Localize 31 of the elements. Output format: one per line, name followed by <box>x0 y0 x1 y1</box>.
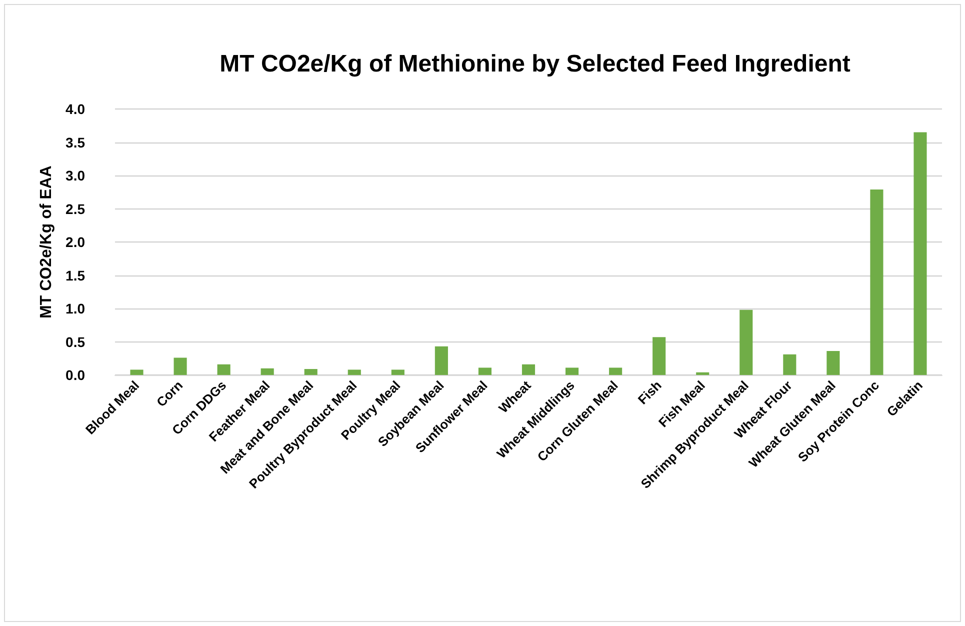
bar <box>696 372 710 375</box>
y-axis-title: MT CO2e/Kg of EAA <box>38 165 56 318</box>
bar <box>870 189 884 375</box>
bar <box>652 337 666 375</box>
y-tick-label: 2.5 <box>66 200 86 217</box>
x-tick-label: Fish <box>634 378 664 408</box>
bar <box>478 368 492 375</box>
bar <box>174 358 187 375</box>
y-tick-label: 2.0 <box>66 234 86 250</box>
bar <box>565 368 579 375</box>
bar <box>391 370 404 375</box>
bar <box>609 368 622 375</box>
bar <box>826 351 840 375</box>
bar <box>914 132 927 375</box>
y-tick-label: 3.0 <box>66 168 86 184</box>
bar <box>740 310 753 375</box>
y-tick-label: 4.0 <box>66 101 86 117</box>
bar <box>348 370 361 375</box>
y-tick-label: 0.5 <box>66 334 86 350</box>
y-tick-label: 0.0 <box>66 367 86 383</box>
chart-title: MT CO2e/Kg of Methionine by Selected Feed Ingredient <box>220 50 850 78</box>
bar <box>522 364 536 375</box>
bar <box>130 370 144 375</box>
y-tick-label: 1.5 <box>66 267 86 284</box>
bar <box>434 346 448 375</box>
bar <box>217 364 230 375</box>
y-tick-label: 1.0 <box>66 300 86 316</box>
bar <box>783 354 796 375</box>
bar <box>260 368 274 375</box>
bar <box>304 369 318 375</box>
y-tick-label: 3.5 <box>66 134 86 150</box>
